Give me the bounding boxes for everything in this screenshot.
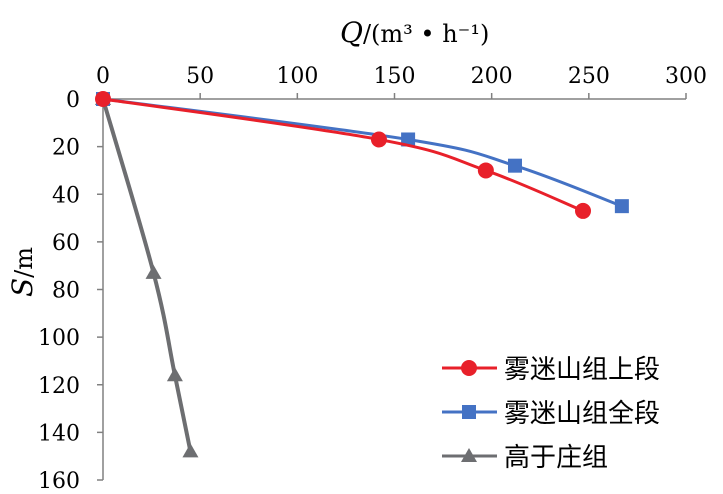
y-tick-label: 80 xyxy=(52,279,80,304)
y-axis-title: S/m xyxy=(6,247,39,297)
series-line xyxy=(101,98,193,452)
y-tick-label: 60 xyxy=(52,231,80,256)
series-1 xyxy=(95,91,592,219)
data-point xyxy=(614,199,629,214)
data-point xyxy=(401,132,416,147)
legend-marker xyxy=(461,360,477,376)
series-3 xyxy=(95,91,199,458)
y-tick-label: 140 xyxy=(38,421,80,446)
series-layer xyxy=(95,91,629,458)
legend-marker xyxy=(462,405,476,419)
legend-item-1: 雾迷山组上段 xyxy=(442,355,660,385)
y-tick-label: 160 xyxy=(38,469,80,494)
x-axis-title: Q/(m³ • h⁻¹) xyxy=(340,16,489,49)
legend-label: 高于庄组 xyxy=(504,443,608,473)
data-point xyxy=(507,158,522,173)
x-tick-label: 300 xyxy=(665,64,707,89)
x-tick-label: 50 xyxy=(186,64,214,89)
data-point xyxy=(370,131,387,148)
legend-marker xyxy=(461,448,477,462)
data-point xyxy=(166,367,183,382)
data-point xyxy=(145,264,162,279)
data-point xyxy=(95,91,111,107)
series-line xyxy=(102,97,584,213)
y-tick-label: 100 xyxy=(38,326,80,351)
x-tick-label: 0 xyxy=(96,64,110,89)
legend-item-2: 雾迷山组全段 xyxy=(442,399,660,429)
y-tick-label: 20 xyxy=(52,136,80,161)
data-point xyxy=(575,202,592,219)
legend-label: 雾迷山组上段 xyxy=(504,355,660,385)
x-tick-label: 200 xyxy=(471,64,513,89)
data-point xyxy=(182,443,199,458)
axes: 0 50 100 150 200 250 300 0 20 40 60 80 100 120 140 160 xyxy=(38,64,707,494)
x-tick-label: 250 xyxy=(568,64,610,89)
x-tick-label: 100 xyxy=(276,64,318,89)
y-tick-label: 40 xyxy=(52,183,80,208)
legend-label: 雾迷山组全段 xyxy=(504,399,660,429)
series-line xyxy=(102,97,623,208)
x-tick-label: 150 xyxy=(374,64,416,89)
data-point xyxy=(477,162,494,179)
y-tick-label: 0 xyxy=(66,88,80,113)
y-tick-label: 120 xyxy=(38,374,80,399)
legend-item-3: 高于庄组 xyxy=(442,443,608,473)
